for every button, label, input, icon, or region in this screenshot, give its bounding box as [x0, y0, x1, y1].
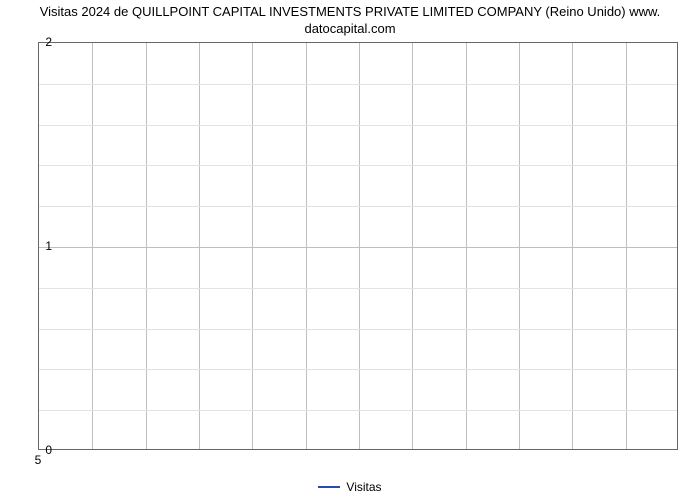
grid-vertical [572, 43, 573, 449]
legend-swatch [318, 486, 340, 488]
grid-vertical [412, 43, 413, 449]
y-tick-label: 1 [22, 239, 52, 253]
grid-horizontal-minor [39, 125, 677, 126]
grid-horizontal-major [39, 247, 677, 248]
grid-vertical [146, 43, 147, 449]
grid-vertical [359, 43, 360, 449]
grid-horizontal-minor [39, 84, 677, 85]
grid-vertical [626, 43, 627, 449]
chart-title: Visitas 2024 de QUILLPOINT CAPITAL INVES… [0, 4, 700, 38]
grid-vertical [519, 43, 520, 449]
plot-area-wrap [38, 42, 678, 450]
chart-container: { "chart": { "type": "line", "title_line… [0, 0, 700, 500]
chart-title-line2: datocapital.com [304, 21, 395, 36]
legend: Visitas [0, 479, 700, 494]
grid-vertical [306, 43, 307, 449]
grid-horizontal-minor [39, 369, 677, 370]
plot-area [38, 42, 678, 450]
grid-horizontal-minor [39, 410, 677, 411]
grid-horizontal-minor [39, 206, 677, 207]
x-tick-label: 5 [35, 453, 42, 467]
grid-horizontal-minor [39, 288, 677, 289]
grid-horizontal-minor [39, 165, 677, 166]
grid-vertical [199, 43, 200, 449]
grid-vertical [466, 43, 467, 449]
grid-vertical [252, 43, 253, 449]
legend-label: Visitas [346, 480, 381, 494]
y-tick-label: 2 [22, 35, 52, 49]
grid-vertical [92, 43, 93, 449]
grid-horizontal-minor [39, 329, 677, 330]
chart-title-line1: Visitas 2024 de QUILLPOINT CAPITAL INVES… [40, 4, 661, 19]
